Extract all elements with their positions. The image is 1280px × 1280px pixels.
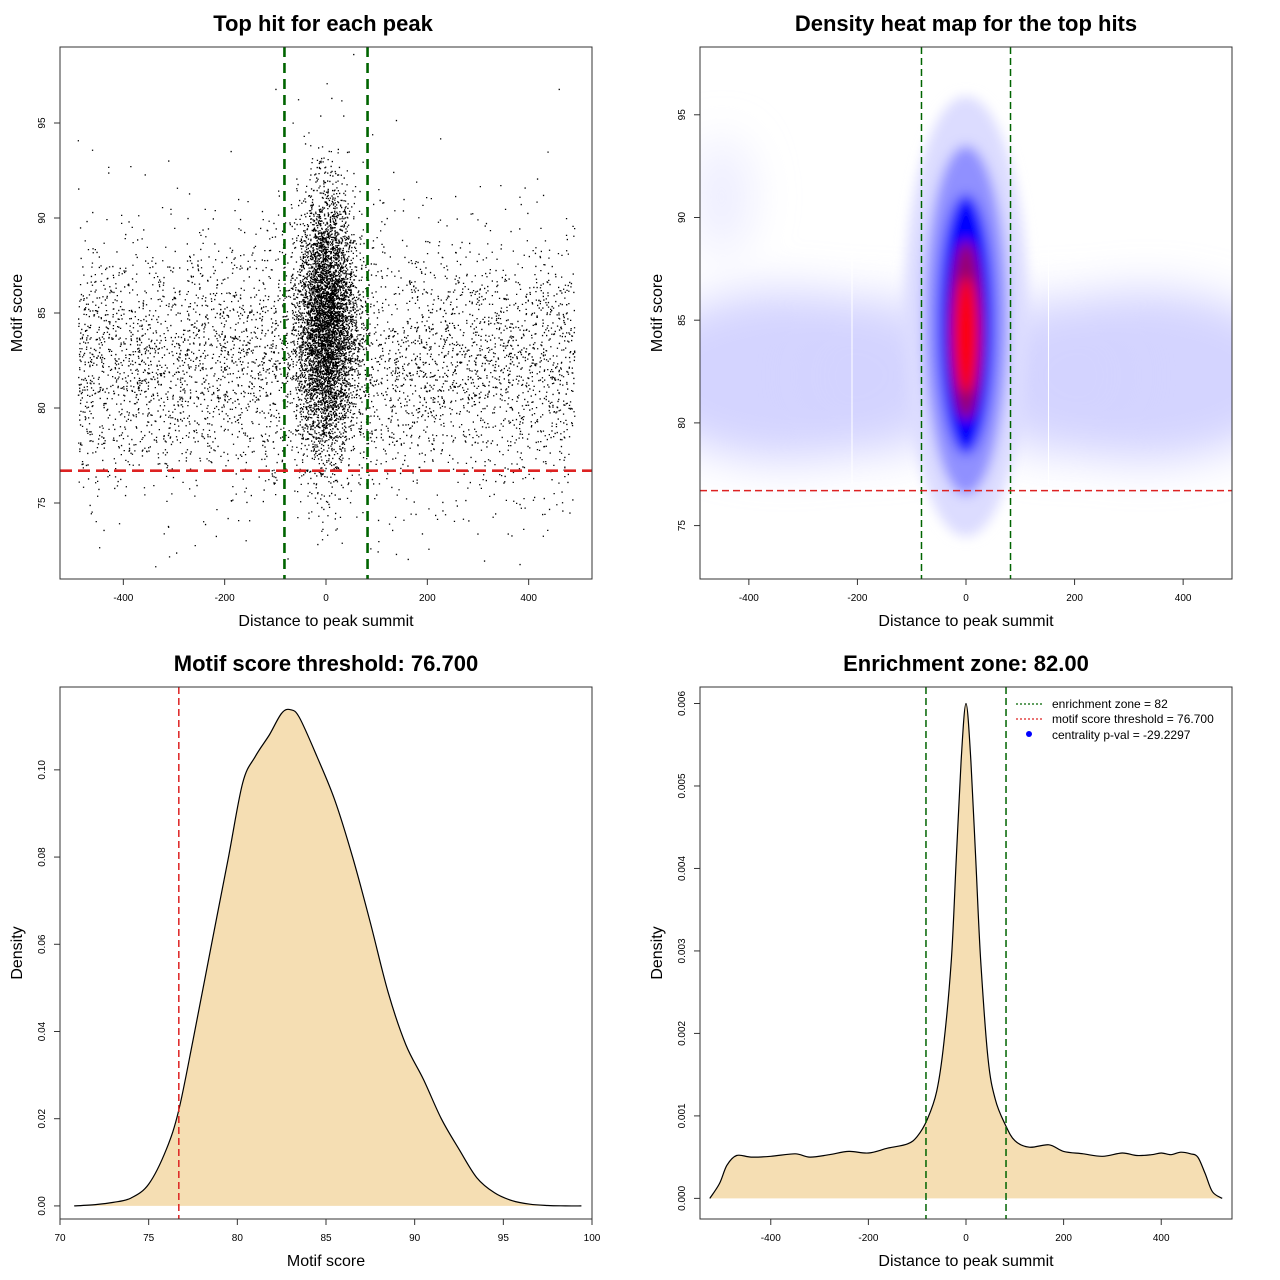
x-tick-label: 400 (1175, 593, 1192, 604)
x-tick-label: 0 (963, 1233, 969, 1244)
x-tick-label: 100 (584, 1233, 601, 1244)
heat-blob (700, 136, 752, 257)
chart-title: Top hit for each peak (213, 11, 433, 36)
y-tick-label: 0.10 (37, 760, 48, 780)
y-tick-label: 0.02 (37, 1109, 48, 1129)
y-axis-label: Motif score (649, 274, 666, 352)
panel-heatmap: Density heat map for the top hits -400 -2… (649, 11, 1233, 630)
y-axis: 0.000 0.001 0.002 0.003 0.004 0.005 0.006 (677, 691, 701, 1211)
density-area (709, 703, 1223, 1199)
x-tick-label: 400 (1153, 1233, 1170, 1244)
x-tick-label: 95 (498, 1233, 510, 1244)
heat-core-peak (955, 277, 977, 394)
density-curve (74, 708, 582, 1207)
density-line (74, 708, 582, 1207)
x-axis: 70 75 80 85 90 95 100 (54, 1218, 601, 1244)
y-tick-label: 0.001 (677, 1103, 688, 1128)
y-tick-label: 90 (37, 212, 48, 224)
y-tick-label: 80 (37, 402, 48, 414)
x-tick-label: 80 (232, 1233, 244, 1244)
x-axis-label: Distance to peak summit (238, 613, 414, 630)
density-heat-map (700, 47, 1232, 579)
legend-centrality-dot (1026, 731, 1032, 737)
y-tick-label: 95 (677, 109, 688, 121)
density-area (74, 709, 582, 1206)
legend-enrichment-zone: enrichment zone = 82 (1052, 697, 1168, 711)
x-axis: -400 -200 0 200 400 (761, 1218, 1170, 1244)
y-tick-label: 0.08 (37, 847, 48, 867)
x-tick-label: -200 (215, 593, 235, 604)
x-tick-label: 70 (54, 1233, 66, 1244)
reference-lines (925, 687, 1007, 1219)
scatter-points (77, 53, 576, 579)
y-tick-label: 0.00 (37, 1196, 48, 1216)
y-tick-label: 90 (677, 211, 688, 223)
reference-lines (60, 47, 592, 579)
y-axis-label: Density (649, 926, 666, 979)
x-axis: -400 -200 0 200 400 (113, 578, 537, 604)
x-tick-label: -400 (113, 593, 133, 604)
panel-score-density: Motif score threshold: 76.700 70 75 80 85 90… (9, 651, 601, 1270)
y-tick-label: 0.04 (37, 1021, 48, 1041)
y-tick-label: 95 (37, 117, 48, 129)
y-tick-label: 75 (37, 497, 48, 509)
x-tick-label: 0 (323, 593, 329, 604)
chart-title: Density heat map for the top hits (795, 11, 1137, 36)
x-tick-label: -400 (739, 593, 759, 604)
x-tick-label: 75 (143, 1233, 155, 1244)
x-tick-label: -200 (847, 593, 867, 604)
panel-distance-density: Enrichment zone: 82.00 -400 -200 0 200 400 0… (649, 651, 1233, 1270)
chart-title: Enrichment zone: 82.00 (843, 651, 1089, 676)
x-tick-label: 0 (963, 593, 969, 604)
x-tick-label: 200 (1055, 1233, 1072, 1244)
y-tick-label: 85 (37, 307, 48, 319)
y-axis-label: Motif score (9, 274, 26, 352)
reference-lines (700, 47, 1232, 579)
legend: enrichment zone = 82 motif score thresho… (1016, 697, 1214, 742)
x-tick-label: 90 (409, 1233, 421, 1244)
y-tick-label: 0.006 (677, 691, 688, 716)
y-tick-label: 75 (677, 520, 688, 532)
density-line (709, 702, 1223, 1199)
x-axis: -400 -200 0 200 400 (739, 578, 1192, 604)
x-axis-label: Distance to peak summit (878, 613, 1054, 630)
x-axis-label: Distance to peak summit (878, 1253, 1054, 1270)
panel-scatter: Top hit for each peak -400 -200 0 200 400 75… (9, 11, 593, 630)
y-axis: 0.00 0.02 0.04 0.06 0.08 0.10 (37, 760, 61, 1216)
y-tick-label: 0.003 (677, 938, 688, 963)
y-axis: 75 80 85 90 95 (677, 109, 701, 532)
x-tick-label: 200 (419, 593, 436, 604)
scatter-point-cloud (77, 53, 576, 579)
y-tick-label: 80 (677, 417, 688, 429)
y-tick-label: 0.004 (677, 856, 688, 881)
y-tick-label: 0.000 (677, 1185, 688, 1210)
density-curve (709, 702, 1223, 1199)
y-axis-label: Density (9, 926, 26, 979)
y-tick-label: 0.06 (37, 934, 48, 954)
x-tick-label: 400 (520, 593, 537, 604)
legend-centrality-pval: centrality p-val = -29.2297 (1052, 728, 1191, 742)
y-tick-label: 0.005 (677, 773, 688, 798)
x-tick-label: -400 (761, 1233, 781, 1244)
y-tick-label: 0.002 (677, 1020, 688, 1045)
x-axis-label: Motif score (287, 1253, 365, 1270)
x-tick-label: 85 (320, 1233, 332, 1244)
x-tick-label: 200 (1066, 593, 1083, 604)
heat-core (904, 96, 1028, 537)
y-axis: 75 80 85 90 95 (37, 117, 61, 509)
x-tick-label: -200 (858, 1233, 878, 1244)
y-tick-label: 85 (677, 314, 688, 326)
chart-title: Motif score threshold: 76.700 (174, 651, 478, 676)
legend-motif-threshold: motif score threshold = 76.700 (1052, 712, 1214, 726)
